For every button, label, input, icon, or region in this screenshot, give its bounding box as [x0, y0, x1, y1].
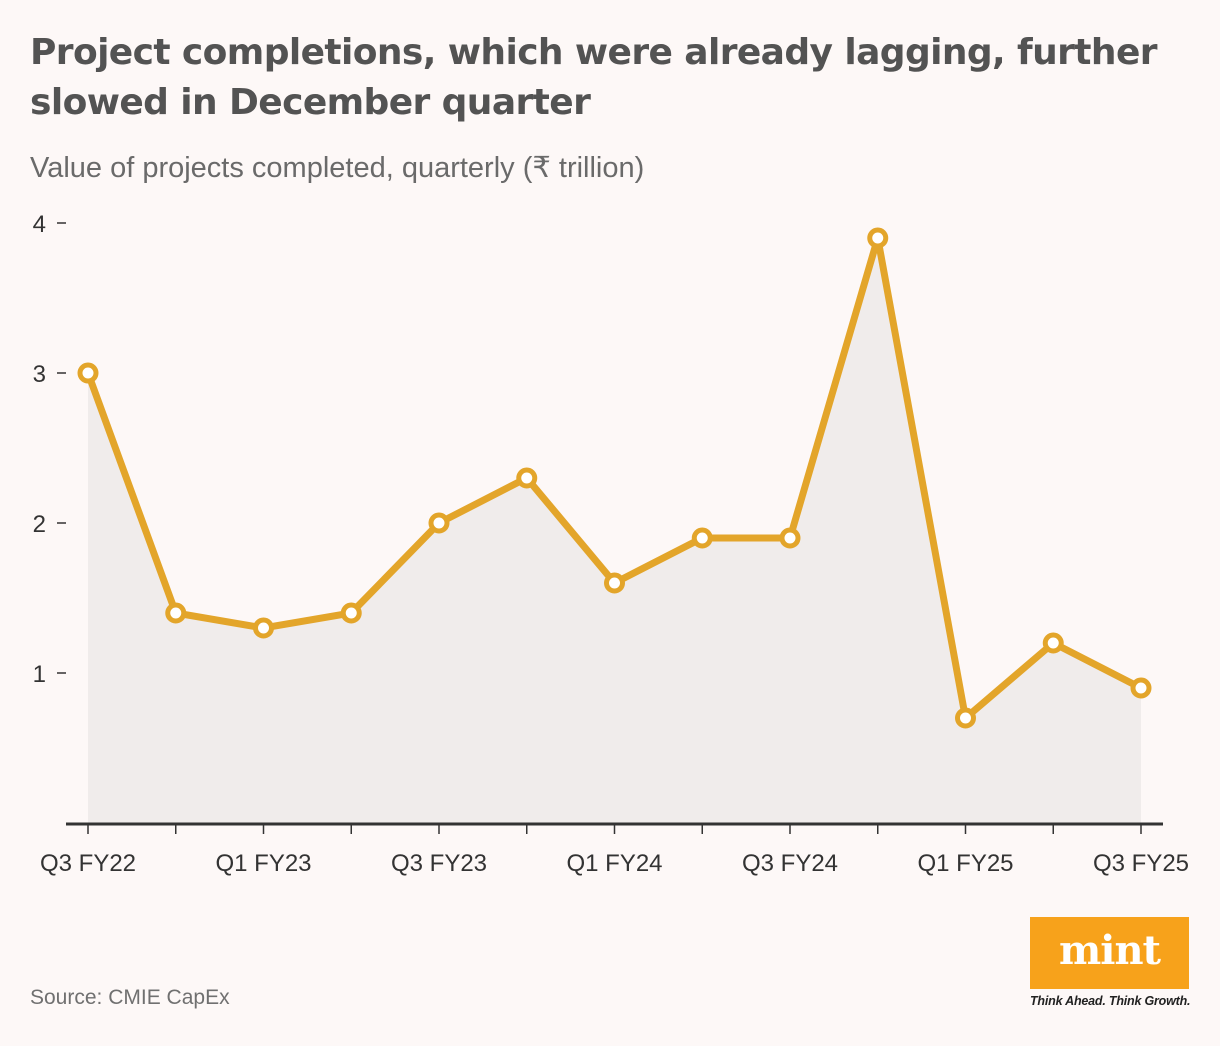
x-tick-label: Q3 FY24 — [742, 850, 838, 877]
x-tick-label: Q1 FY24 — [566, 850, 662, 877]
data-point — [779, 527, 801, 549]
data-point — [428, 512, 450, 534]
x-tick-label: Q1 FY23 — [215, 850, 311, 877]
data-point — [867, 227, 889, 249]
data-point — [340, 602, 362, 624]
data-point — [691, 527, 713, 549]
x-tick-label: Q1 FY25 — [917, 850, 1013, 877]
x-tick-label: Q3 FY22 — [40, 850, 136, 877]
data-point — [1130, 677, 1152, 699]
chart-title: Project completions, which were already … — [30, 32, 1158, 123]
data-point — [253, 617, 274, 639]
data-point — [77, 362, 99, 384]
x-tick-label: Q3 FY23 — [391, 850, 487, 877]
data-point — [516, 467, 538, 489]
mint-logo-text: mint — [1058, 927, 1161, 974]
data-point — [1042, 632, 1064, 654]
data-point — [165, 602, 187, 624]
logo-tagline: Think Ahead. Think Growth. — [1030, 994, 1191, 1008]
y-tick-label: 2 — [33, 511, 46, 538]
area-fill — [88, 238, 1141, 823]
x-tick-label: Q3 FY25 — [1093, 850, 1189, 877]
source-note: Source: CMIE CapEx — [30, 986, 230, 1009]
chart-subtitle: Value of projects completed, quarterly (… — [30, 152, 645, 184]
data-point — [955, 707, 976, 729]
y-tick-label: 4 — [33, 211, 46, 238]
y-tick-label: 3 — [33, 361, 46, 388]
mint-logo: mint — [1030, 917, 1189, 989]
data-point — [604, 572, 625, 594]
y-tick-label: 1 — [33, 661, 46, 688]
